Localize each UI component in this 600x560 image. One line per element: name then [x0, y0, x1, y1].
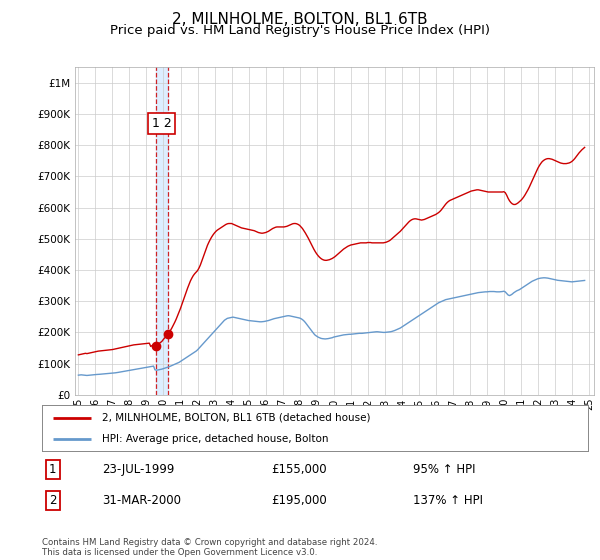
- Text: 2: 2: [49, 493, 56, 507]
- Text: 31-MAR-2000: 31-MAR-2000: [102, 493, 181, 507]
- Text: 95% ↑ HPI: 95% ↑ HPI: [413, 463, 476, 476]
- Text: 1: 1: [49, 463, 56, 476]
- Bar: [156, 67, 168, 395]
- Text: Price paid vs. HM Land Registry's House Price Index (HPI): Price paid vs. HM Land Registry's House …: [110, 24, 490, 36]
- Text: £155,000: £155,000: [271, 463, 327, 476]
- Text: 1 2: 1 2: [152, 117, 172, 130]
- Text: 2, MILNHOLME, BOLTON, BL1 6TB: 2, MILNHOLME, BOLTON, BL1 6TB: [172, 12, 428, 27]
- Text: 137% ↑ HPI: 137% ↑ HPI: [413, 493, 483, 507]
- Text: Contains HM Land Registry data © Crown copyright and database right 2024.
This d: Contains HM Land Registry data © Crown c…: [42, 538, 377, 557]
- Text: HPI: Average price, detached house, Bolton: HPI: Average price, detached house, Bolt…: [102, 435, 329, 444]
- Text: 2, MILNHOLME, BOLTON, BL1 6TB (detached house): 2, MILNHOLME, BOLTON, BL1 6TB (detached …: [102, 413, 371, 423]
- Text: £195,000: £195,000: [271, 493, 327, 507]
- Text: 23-JUL-1999: 23-JUL-1999: [102, 463, 175, 476]
